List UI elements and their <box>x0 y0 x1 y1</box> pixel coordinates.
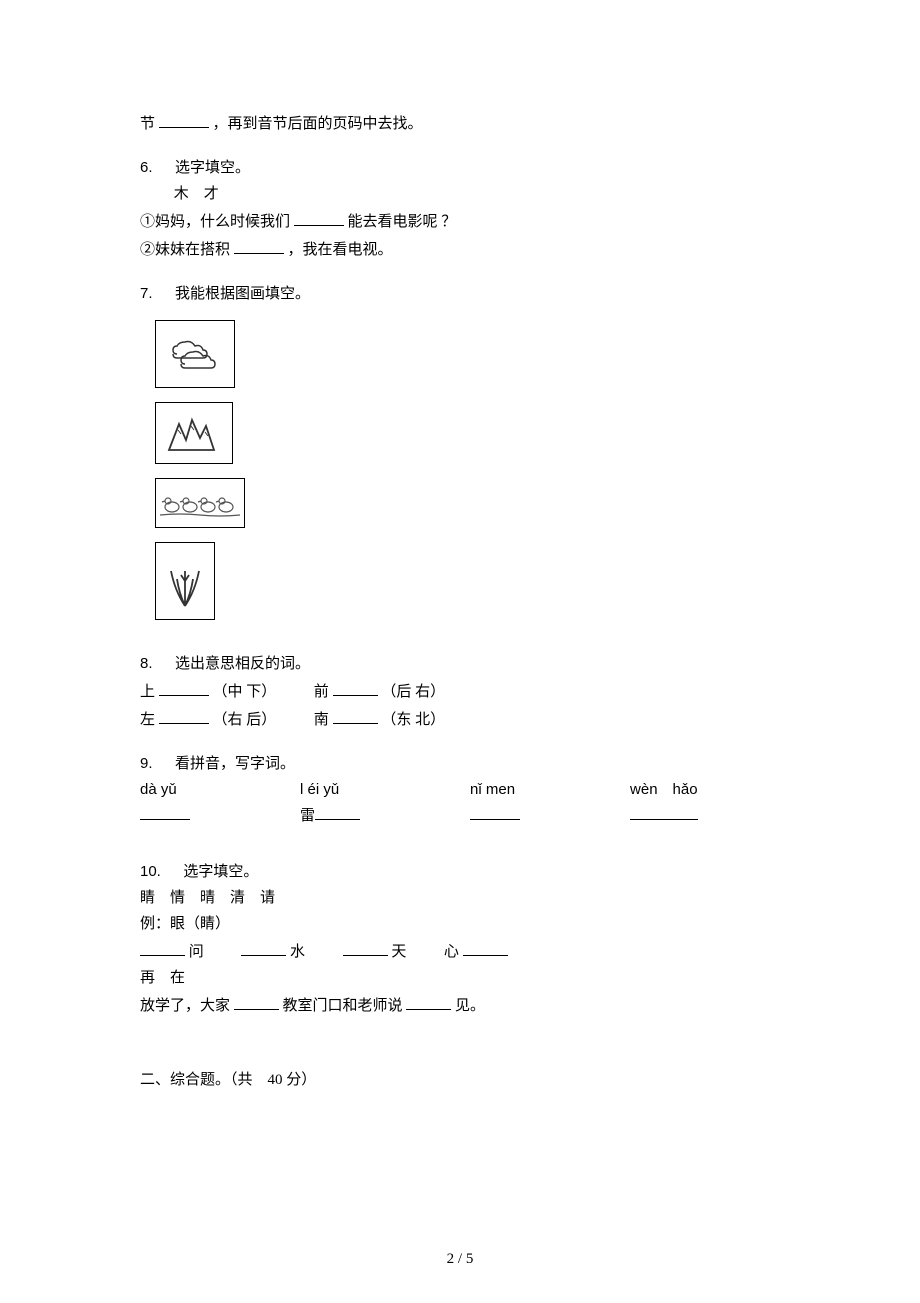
q8-r1b-opts: （后 右） <box>381 684 445 700</box>
q8-blank-2[interactable] <box>333 678 378 696</box>
q8-blank-3[interactable] <box>159 706 209 724</box>
q9-item-3: nǐ men <box>470 778 520 828</box>
q8-r1a-opts: （中 下） <box>213 684 277 700</box>
q9-blank-1[interactable] <box>140 802 190 820</box>
q9-item-2: l éi yǔ 雷 <box>300 778 360 828</box>
q10-w2: 水 <box>290 944 305 960</box>
q10-blank-w4[interactable] <box>463 938 508 956</box>
q6-line2-after: ，我在看电视。 <box>288 242 393 258</box>
q10-sent-mid: 教室门口和老师说 <box>283 998 403 1014</box>
q7-image-grass <box>155 542 215 620</box>
q10-blank-s1[interactable] <box>234 992 279 1010</box>
q9-item-4: wèn hǎo <box>630 778 698 828</box>
page-number: 2 / 5 <box>447 1251 474 1268</box>
question-8: 8. 选出意思相反的词。 上 （中 下） 前 （后 右） 左 （右 后） 南 （… <box>140 652 780 732</box>
q8-r1b-label: 前 <box>314 684 329 700</box>
q6-blank2[interactable] <box>234 236 284 254</box>
ducks-icon <box>160 485 240 521</box>
q9-title: 看拼音，写字词。 <box>175 756 295 772</box>
q9-pinyin2-prefix: 雷 <box>300 808 315 824</box>
q6-options: 木 才 <box>174 186 219 202</box>
q8-r2a-label: 左 <box>140 712 155 728</box>
q10-blank-w3[interactable] <box>343 938 388 956</box>
q6-title: 选字填空。 <box>175 160 250 176</box>
q9-item-1: dà yǔ <box>140 778 190 828</box>
q10-sent-after: 见。 <box>455 998 485 1014</box>
q10-w3: 天 <box>391 944 406 960</box>
q6-line1-after: 能去看电影呢 ？ <box>348 214 457 230</box>
q10-options1: 睛 情 晴 清 请 <box>140 890 275 906</box>
q8-blank-1[interactable] <box>159 678 209 696</box>
q10-blank-s2[interactable] <box>406 992 451 1010</box>
question-9: 9. 看拼音，写字词。 dà yǔ l éi yǔ 雷 nǐ men wèn h… <box>140 752 780 828</box>
q8-r1a-label: 上 <box>140 684 155 700</box>
q10-blank-w1[interactable] <box>140 938 185 956</box>
q8-r2a-opts: （右 后） <box>213 712 277 728</box>
q10-blank-w2[interactable] <box>241 938 286 956</box>
q5-text-after: ，再到音节后面的页码中去找。 <box>213 116 423 132</box>
q6-blank1[interactable] <box>294 208 344 226</box>
q6-line2-before: ②妹妹在搭积 <box>140 242 230 258</box>
section-2-title: 二、综合题。（共 40 分） <box>140 1068 780 1092</box>
q7-image-mountain <box>155 402 233 464</box>
question-6: 6. 选字填空。 木 才 ①妈妈，什么时候我们 能去看电影呢 ？ ②妹妹在搭积 … <box>140 156 780 262</box>
q6-line1-before: ①妈妈，什么时候我们 <box>140 214 290 230</box>
question-10: 10. 选字填空。 睛 情 晴 清 请 例：眼（睛） 问 水 天 心 再 在 <box>140 860 780 1018</box>
mountain-icon <box>164 412 224 454</box>
q10-sent-before: 放学了，大家 <box>140 998 230 1014</box>
q8-title: 选出意思相反的词。 <box>175 656 310 672</box>
q10-example: 例：眼（睛） <box>140 916 230 932</box>
q9-num: 9. <box>140 755 153 772</box>
grass-icon <box>163 551 207 611</box>
q7-num: 7. <box>140 285 153 302</box>
q9-pinyin3: nǐ men <box>470 778 520 802</box>
q8-r2b-label: 南 <box>314 712 329 728</box>
q9-blank-3[interactable] <box>470 802 520 820</box>
q7-image-ducks <box>155 478 245 528</box>
q8-blank-4[interactable] <box>333 706 378 724</box>
q10-w4-before: 心 <box>444 944 459 960</box>
q7-image-cloud <box>155 320 235 388</box>
q6-num: 6. <box>140 159 153 176</box>
q7-title: 我能根据图画填空。 <box>175 286 310 302</box>
q8-num: 8. <box>140 655 153 672</box>
q8-r2b-opts: （东 北） <box>381 712 445 728</box>
q10-options2: 再 在 <box>140 970 185 986</box>
question-7: 7. 我能根据图画填空。 <box>140 282 780 620</box>
q5-text-before: 节 <box>140 116 155 132</box>
cloud-icon <box>165 334 225 374</box>
q9-blank-4[interactable] <box>630 802 698 820</box>
q9-blank-2[interactable] <box>315 802 360 820</box>
q10-title: 选字填空。 <box>183 864 258 880</box>
q5-tail-line: 节 ，再到音节后面的页码中去找。 <box>140 110 780 136</box>
q9-pinyin1: dà yǔ <box>140 778 190 802</box>
q5-blank[interactable] <box>159 110 209 128</box>
q10-w1: 问 <box>189 944 204 960</box>
q9-pinyin2: l éi yǔ <box>300 778 360 802</box>
q9-pinyin4: wèn hǎo <box>630 778 698 802</box>
q10-num: 10. <box>140 863 161 880</box>
